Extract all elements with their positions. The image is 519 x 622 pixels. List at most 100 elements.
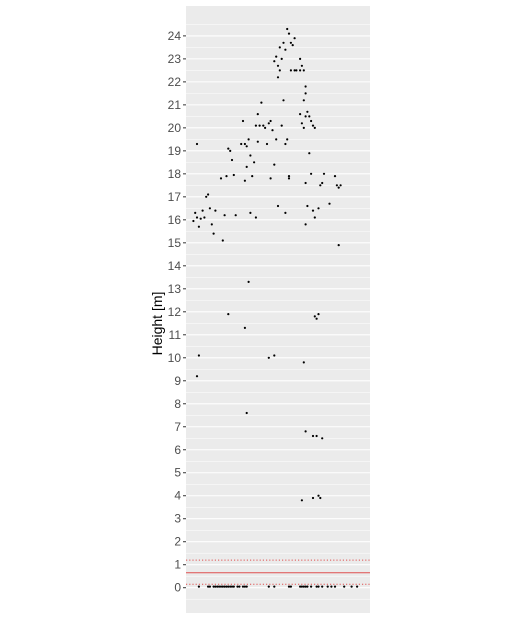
data-point [308,115,311,118]
data-point [218,585,221,588]
data-point [253,161,256,164]
y-tick-label: 9 [174,374,181,388]
data-point [212,585,215,588]
data-point [280,57,283,61]
data-point [221,239,224,242]
data-point [245,145,248,148]
data-point [267,122,270,125]
data-point [207,585,210,588]
data-point [313,315,316,318]
y-tick-label: 10 [168,351,182,365]
data-point [254,124,257,127]
data-point [249,211,252,214]
data-point [300,499,303,502]
data-point [265,142,269,146]
data-point [208,207,211,210]
data-point [214,209,217,212]
data-point [278,69,281,72]
data-point [195,375,199,378]
data-point [203,216,206,219]
data-point [245,411,248,415]
y-tick-label: 18 [168,167,182,181]
data-point [195,216,199,219]
data-point [335,184,338,187]
data-point [241,585,245,588]
data-point [343,585,346,588]
data-point [304,92,307,95]
data-point [234,214,237,217]
y-axis-title: Height [m] [149,292,165,356]
data-point [287,585,291,588]
reference-lines [186,559,370,585]
data-point [269,119,272,123]
data-point [299,69,302,72]
data-point [315,585,318,588]
data-point [251,175,254,178]
y-tick-label: 6 [174,443,181,457]
major-gridlines [186,35,370,589]
data-point [273,163,276,166]
data-point [333,585,337,588]
data-point [311,209,315,212]
data-point [293,69,296,72]
y-tick-label: 11 [169,328,182,342]
data-point [199,217,202,220]
data-point [282,41,285,44]
data-point [311,434,315,438]
data-point [205,195,208,198]
data-point [291,44,294,47]
data-point [302,126,305,129]
data-point [311,496,315,500]
data-point [192,219,195,223]
data-point [210,223,213,226]
data-point [321,437,324,440]
data-point [225,175,228,178]
y-tick-label: 23 [168,52,182,66]
data-point [304,181,307,185]
data-point [245,165,248,168]
y-tick-label: 8 [174,397,181,411]
data-point [306,585,309,588]
y-tick-label: 14 [168,259,182,273]
y-tick-label: 13 [168,282,182,296]
data-point [286,27,289,31]
data-point [315,317,318,320]
data-point [287,32,291,35]
data-point [302,361,305,364]
data-point [302,585,305,588]
data-point [230,158,234,162]
y-tick-label: 5 [174,466,181,480]
y-tick-label: 16 [168,213,182,227]
data-point [267,585,270,588]
data-point [232,585,235,588]
data-point [221,585,224,588]
data-point [304,85,307,88]
minor-gridlines [186,24,370,600]
y-tick-label: 1 [174,558,181,572]
data-point [300,64,303,67]
data-point [216,585,219,588]
data-point [319,184,322,187]
data-point [247,138,250,141]
data-point [315,434,318,438]
data-point [300,122,303,125]
data-point [273,585,276,588]
data-point [333,175,337,178]
data-point [232,173,235,177]
data-point [293,37,296,40]
data-point [289,41,292,44]
data-point [227,585,230,588]
y-tick-label: 3 [174,512,181,526]
data-points [192,27,359,588]
data-point [322,172,326,175]
y-tick-label: 15 [168,236,182,250]
data-point [317,585,320,588]
data-point [306,110,309,113]
y-tick-label: 4 [174,489,181,503]
data-point [243,179,246,182]
data-point [276,64,280,67]
data-point [219,177,223,180]
data-point [208,585,211,588]
